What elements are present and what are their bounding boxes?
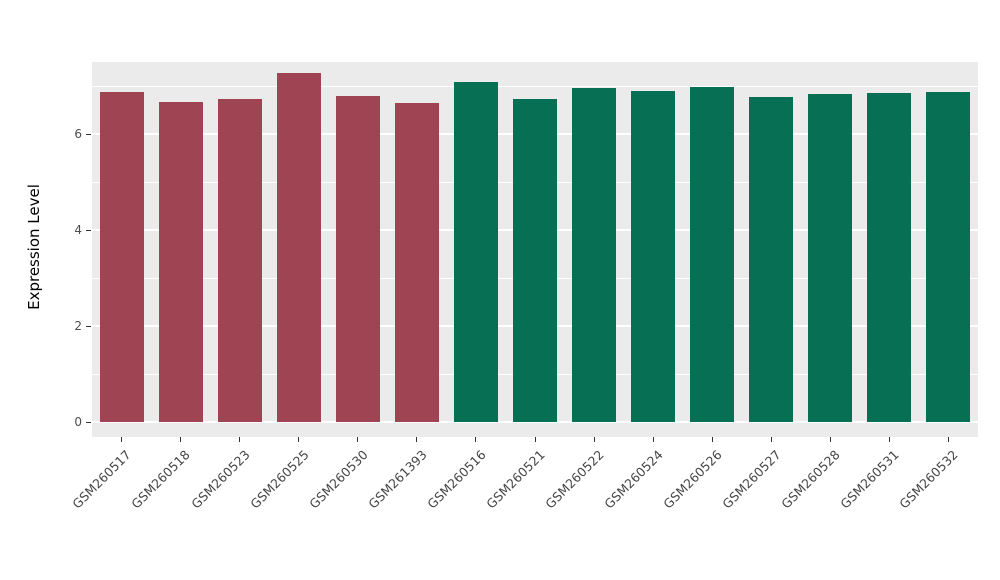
x-tick-mark bbox=[652, 437, 654, 442]
y-tick-mark bbox=[86, 133, 91, 135]
x-tick-label: GSM260525 bbox=[246, 447, 312, 512]
y-axis-title: Expression Level bbox=[25, 184, 43, 310]
x-tick-label: GSM260524 bbox=[601, 447, 666, 512]
x-tick-mark bbox=[180, 437, 182, 442]
x-tick-label: GSM261393 bbox=[365, 447, 430, 512]
x-tick-label: GSM260528 bbox=[778, 447, 843, 512]
bar bbox=[631, 91, 675, 422]
bar bbox=[454, 82, 498, 422]
x-tick-label: GSM260532 bbox=[896, 447, 962, 512]
y-tick-label: 0 bbox=[74, 415, 82, 429]
x-tick-mark bbox=[475, 437, 477, 442]
x-tick-mark bbox=[121, 437, 123, 442]
x-tick-mark bbox=[947, 437, 949, 442]
x-tick-label: GSM260518 bbox=[128, 447, 194, 512]
x-tick-label: GSM260516 bbox=[424, 447, 489, 512]
bar bbox=[572, 88, 616, 422]
bar bbox=[336, 96, 380, 422]
x-tick-label: GSM260530 bbox=[305, 447, 371, 512]
gridline-minor bbox=[92, 85, 978, 87]
x-tick-mark bbox=[770, 437, 772, 442]
x-tick-label: GSM260527 bbox=[719, 447, 784, 512]
bar bbox=[867, 93, 911, 422]
bar bbox=[159, 102, 203, 422]
x-tick-mark bbox=[239, 437, 241, 442]
plot-panel bbox=[92, 62, 978, 437]
y-tick-label: 4 bbox=[74, 223, 82, 237]
gridline-major bbox=[92, 421, 978, 423]
y-tick-label: 2 bbox=[74, 319, 82, 333]
y-tick-label: 6 bbox=[74, 127, 82, 141]
x-tick-label: GSM260521 bbox=[483, 447, 548, 512]
x-tick-mark bbox=[888, 437, 890, 442]
bar bbox=[808, 94, 852, 422]
x-tick-mark bbox=[829, 437, 831, 442]
x-tick-mark bbox=[357, 437, 359, 442]
bar bbox=[513, 99, 557, 422]
x-tick-mark bbox=[711, 437, 713, 442]
bar bbox=[100, 92, 144, 422]
x-tick-mark bbox=[416, 437, 418, 442]
bar bbox=[277, 73, 321, 422]
y-tick-mark bbox=[86, 421, 91, 423]
x-tick-label: GSM260526 bbox=[660, 447, 725, 512]
bar bbox=[749, 97, 793, 422]
bar bbox=[690, 87, 734, 422]
x-tick-label: GSM260517 bbox=[69, 447, 135, 512]
x-tick-label: GSM260523 bbox=[187, 447, 253, 512]
x-tick-mark bbox=[593, 437, 595, 442]
bar bbox=[926, 92, 970, 422]
x-tick-mark bbox=[534, 437, 536, 442]
x-tick-label: GSM260531 bbox=[837, 447, 903, 512]
x-tick-mark bbox=[298, 437, 300, 442]
y-tick-mark bbox=[86, 325, 91, 327]
bar bbox=[395, 103, 439, 422]
y-tick-mark bbox=[86, 229, 91, 231]
bar bbox=[218, 99, 262, 422]
x-tick-label: GSM260522 bbox=[542, 447, 607, 512]
